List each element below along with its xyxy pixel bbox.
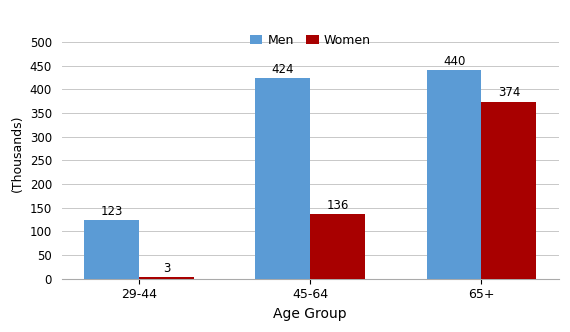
Text: 136: 136 [327, 199, 349, 212]
Text: 123: 123 [100, 205, 123, 218]
Text: 440: 440 [443, 55, 465, 68]
Text: 424: 424 [272, 62, 294, 75]
Bar [310, 214, 365, 279]
Text: 3: 3 [163, 262, 170, 275]
Y-axis label: (Thousands): (Thousands) [11, 115, 24, 192]
Text: 374: 374 [498, 86, 520, 99]
Bar [139, 277, 194, 279]
Bar [84, 220, 139, 279]
Bar [482, 102, 536, 279]
Legend: Men, Women: Men, Women [250, 34, 370, 47]
Bar [255, 78, 310, 279]
Bar [427, 70, 482, 279]
X-axis label: Age Group: Age Group [274, 307, 347, 321]
